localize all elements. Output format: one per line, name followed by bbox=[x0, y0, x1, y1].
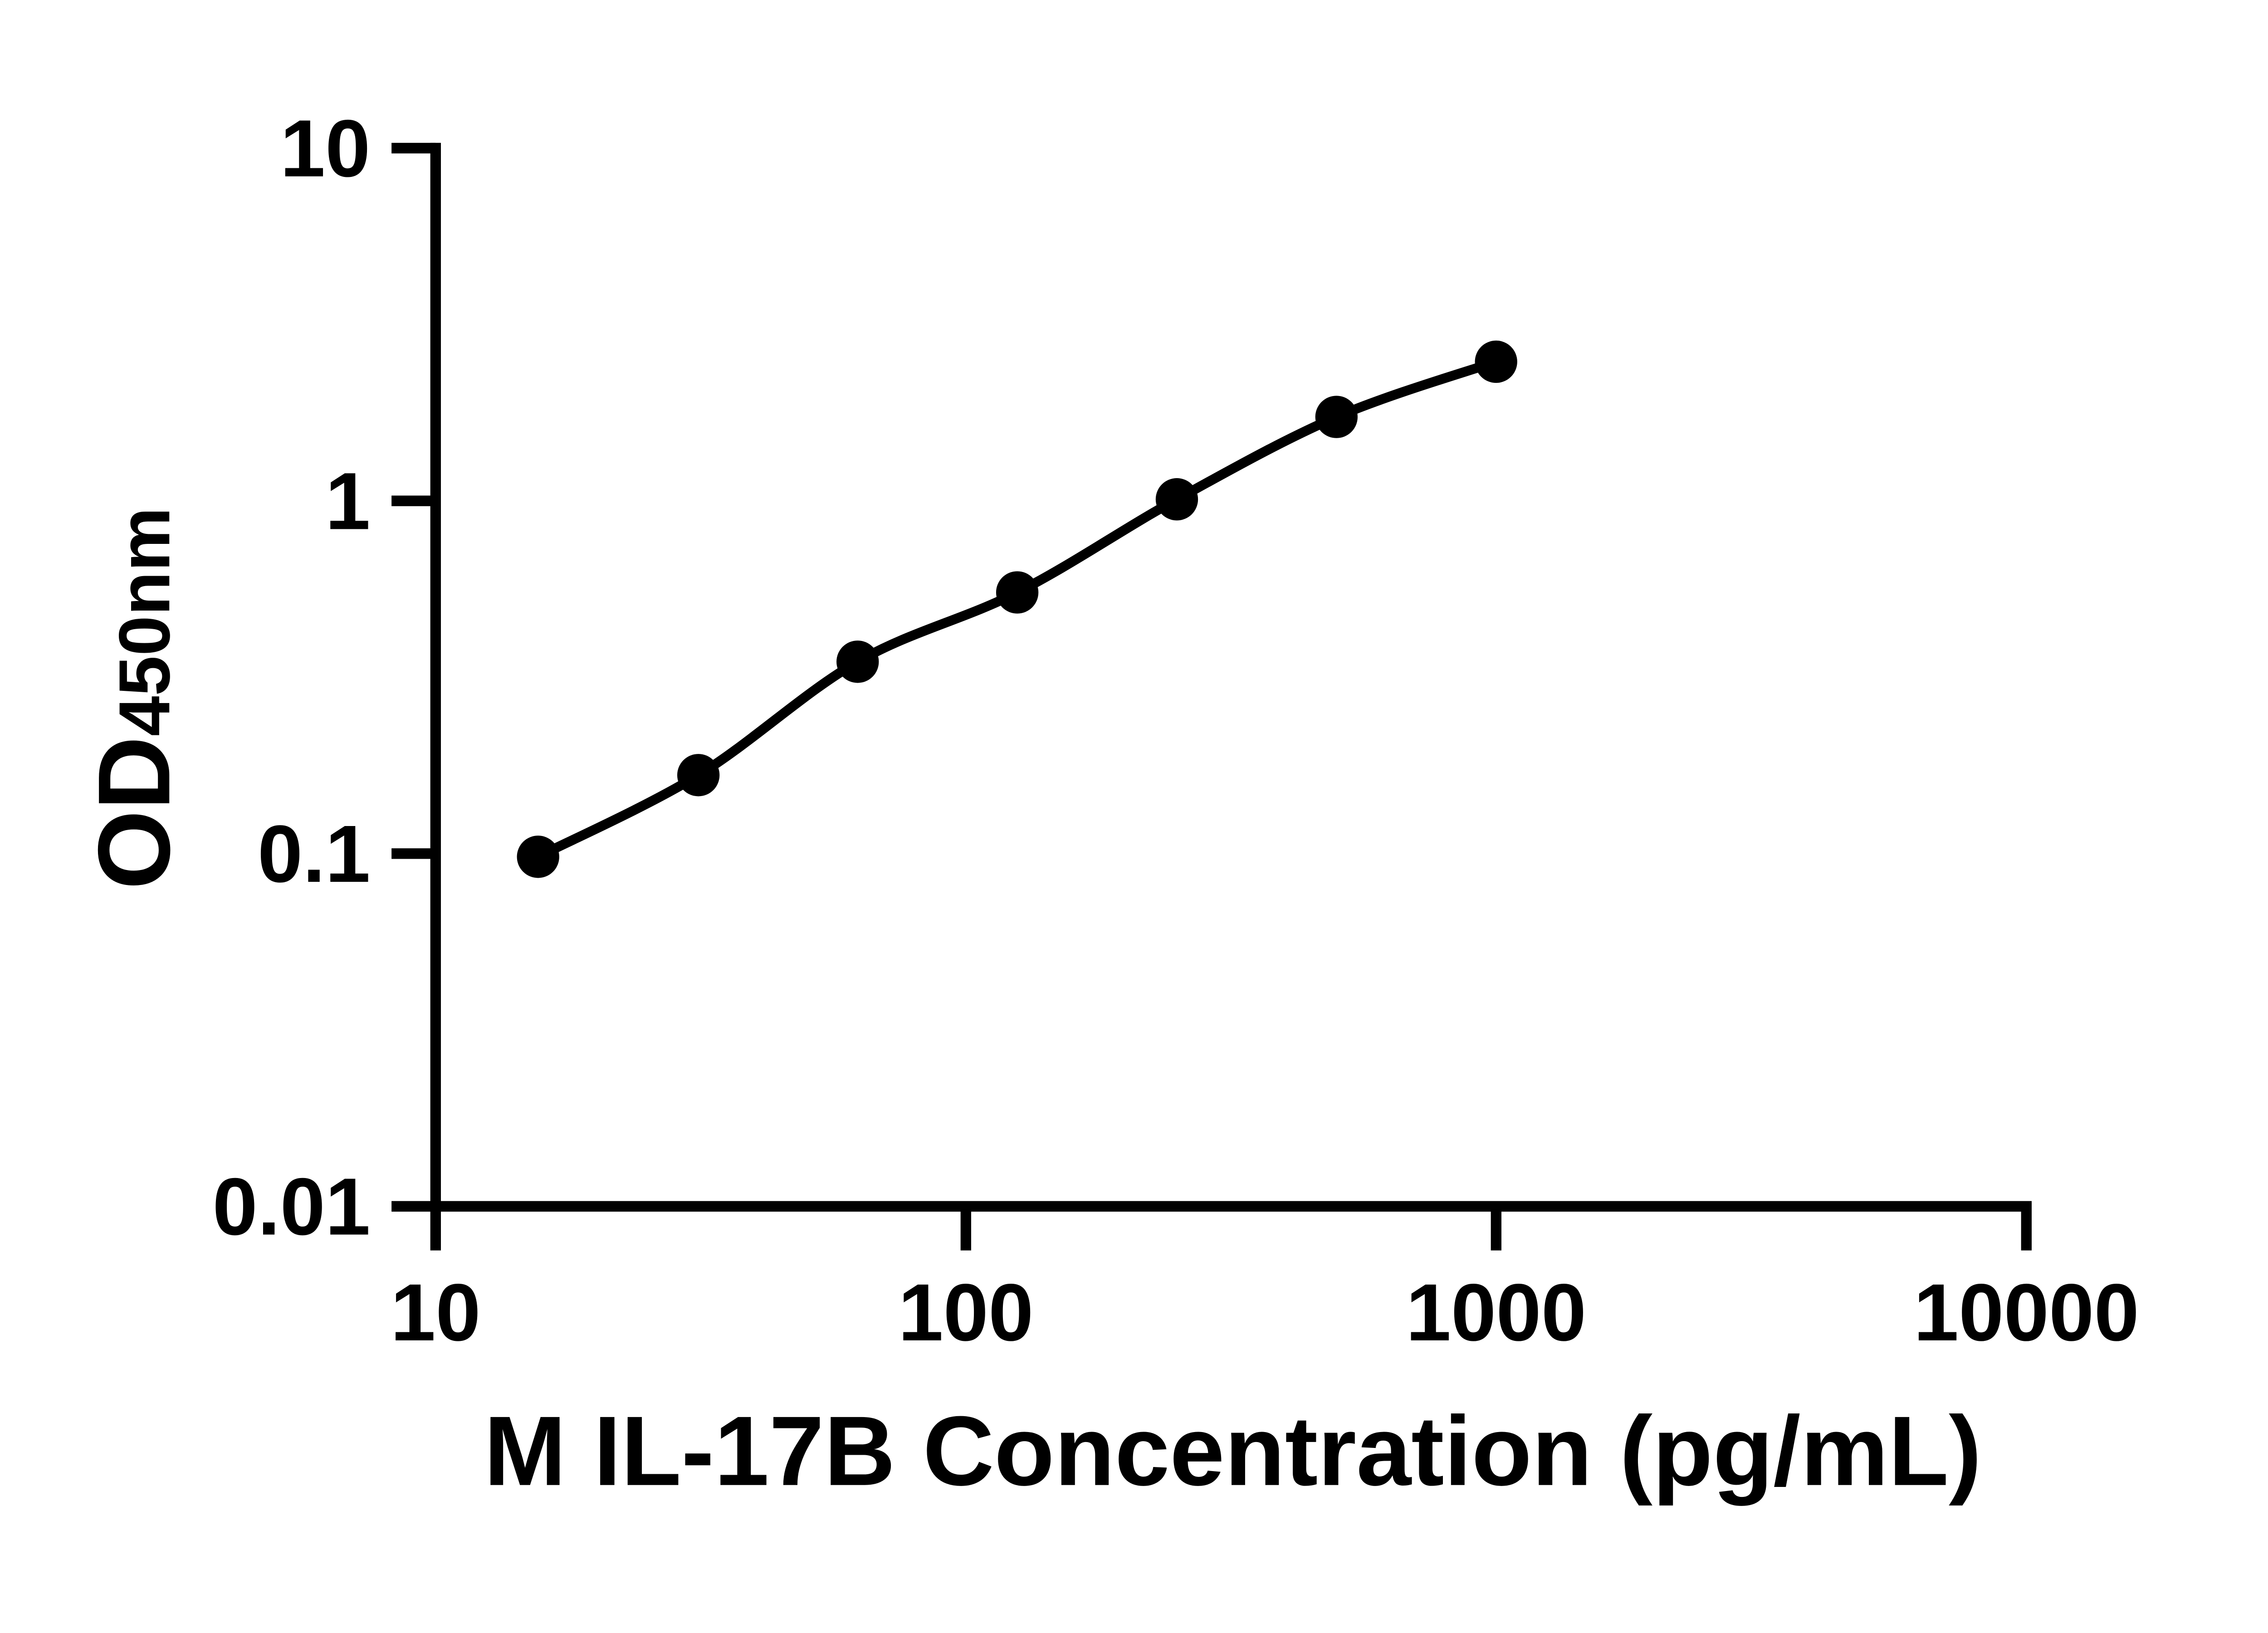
y-axis-title-main: OD bbox=[77, 736, 191, 890]
x-tick-label: 100 bbox=[898, 1267, 1033, 1358]
data-point bbox=[1315, 396, 1358, 438]
y-tick-label: 0.1 bbox=[258, 808, 371, 899]
elisa-standard-curve-figure: 10 1 0.1 0.01 10 100 1000 10000 M IL-17B Concen… bbox=[77, 103, 2139, 1506]
data-point bbox=[677, 754, 720, 797]
y-tick-label: 1 bbox=[325, 455, 370, 546]
x-tick-label: 1000 bbox=[1406, 1267, 1586, 1358]
axes bbox=[391, 142, 2032, 1251]
x-tick-label: 10 bbox=[391, 1267, 481, 1358]
data-point bbox=[836, 640, 879, 683]
x-tick-label: 10000 bbox=[1914, 1267, 2139, 1358]
y-tick-label: 0.01 bbox=[212, 1161, 370, 1252]
data-points bbox=[517, 340, 1517, 878]
y-axis-title-subscript: 450nm bbox=[104, 507, 185, 736]
data-point bbox=[1475, 340, 1517, 383]
y-tick-label: 10 bbox=[280, 103, 371, 194]
data-point bbox=[517, 836, 559, 878]
data-point bbox=[1155, 478, 1198, 521]
x-axis-title: M IL-17B Concentration (pg/mL) bbox=[484, 1396, 1982, 1506]
data-point bbox=[996, 571, 1039, 614]
y-axis-title: OD450nm bbox=[77, 507, 191, 890]
